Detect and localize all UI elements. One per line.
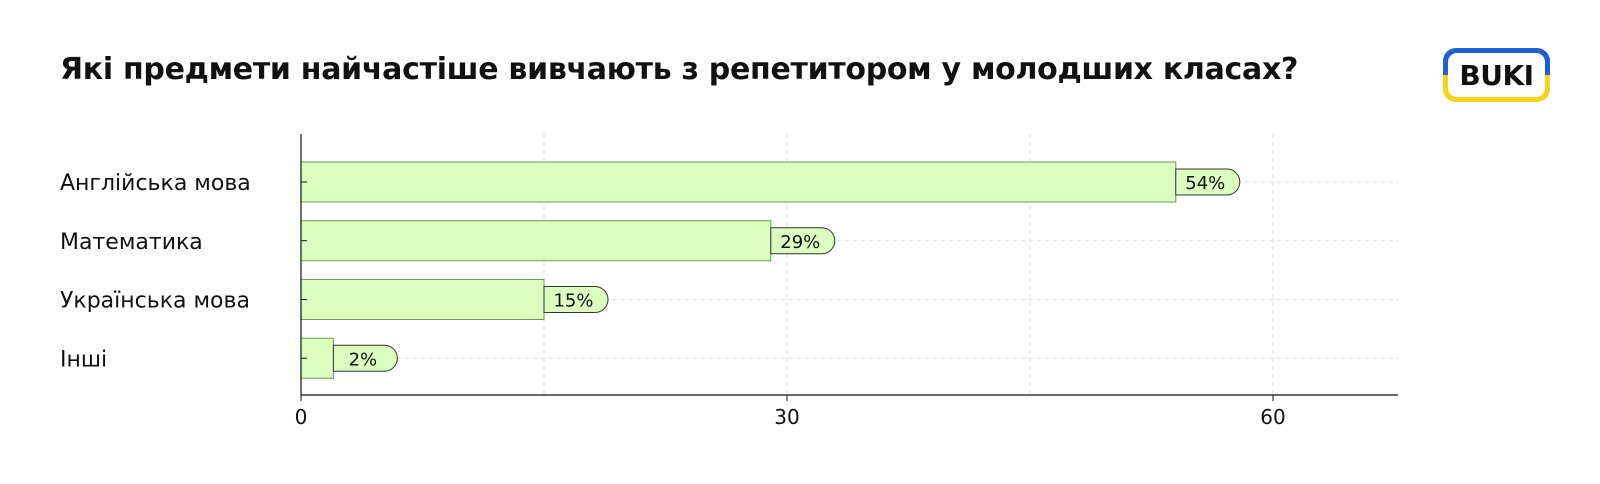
value-badge [543,286,609,313]
value-badge [1175,168,1241,196]
bar [300,161,1177,203]
buki-logo: BUKI [1443,48,1550,102]
data-label: 15% [553,291,593,312]
data-label: 2% [349,349,378,370]
bar [300,220,772,262]
value-badge [332,344,398,372]
chart-title: Які предмети найчастіше вивчають з репет… [60,52,1299,87]
bar [300,279,545,320]
category-label: Математика [60,230,203,255]
value-badge [770,227,836,255]
logo-text: BUKI [1448,53,1545,97]
category-label: Англійська мова [60,171,251,196]
category-label: Українська мова [60,289,250,314]
x-tick-label: 30 [774,405,799,429]
data-label: 29% [780,232,820,253]
category-label: Інші [60,347,107,372]
x-tick-label: 0 [295,405,308,429]
data-label: 54% [1185,173,1225,194]
x-tick-label: 60 [1260,405,1285,429]
